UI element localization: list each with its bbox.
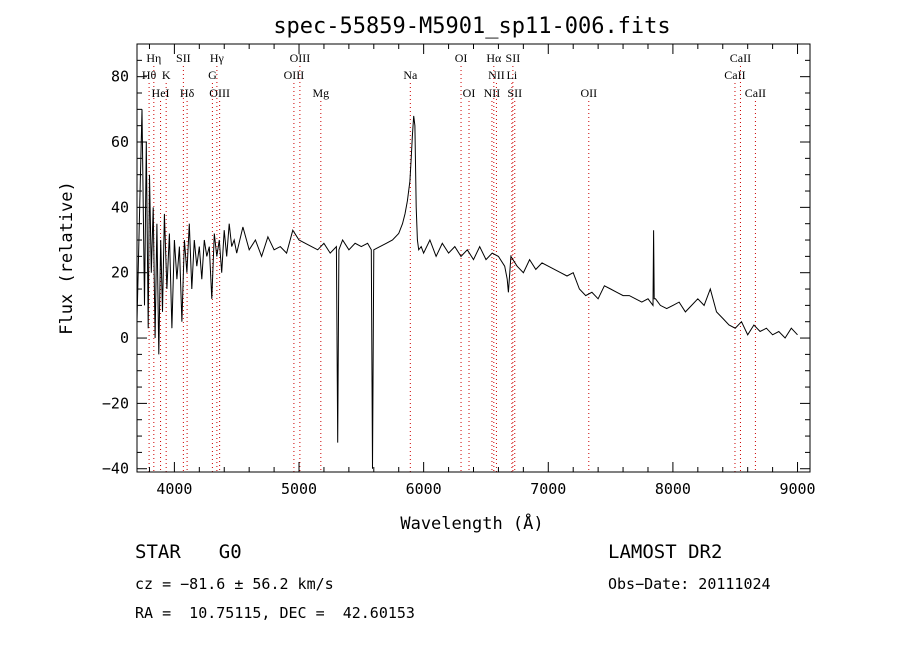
spectrum-line-0 xyxy=(136,109,798,469)
marker-label-15: Hα xyxy=(486,51,502,65)
marker-label-18: Li xyxy=(507,68,518,82)
y-tick-label-5: 60 xyxy=(111,133,129,151)
marker-label-4: SII xyxy=(176,51,191,65)
x-tick-label-5: 9000 xyxy=(779,480,815,498)
x-axis: 4000 5000 6000 7000 8000 9000 xyxy=(148,44,816,498)
marker-label-5: Hδ xyxy=(180,86,195,100)
y-tick-label-1: −20 xyxy=(102,394,129,412)
x-axis-label: Wavelength (Å) xyxy=(400,512,543,534)
y-tick-label-3: 20 xyxy=(111,264,129,282)
marker-label-23: CaII xyxy=(724,68,745,82)
marker-label-17: NII xyxy=(488,68,505,82)
marker-label-11: Mg xyxy=(312,86,329,100)
marker-label-8: OIII xyxy=(209,86,230,100)
marker-label-21: OII xyxy=(580,86,597,100)
marker-label-19: NII xyxy=(484,86,501,100)
x-tick-label-4: 8000 xyxy=(655,480,691,498)
y-axis-label: Flux (relative) xyxy=(57,181,77,335)
redshift-label: cz = −81.6 ± 56.2 km/s xyxy=(135,575,334,593)
y-tick-label-6: 80 xyxy=(111,68,129,86)
y-tick-label-4: 40 xyxy=(111,198,129,216)
chart-title: spec-55859-M5901_sp11-006.fits xyxy=(273,14,670,39)
marker-label-14: OI xyxy=(463,86,476,100)
marker-label-1: Hθ xyxy=(142,68,157,82)
class-label: STAR xyxy=(135,541,181,563)
y-axis: −40 −20 0 20 40 60 80 xyxy=(102,43,810,478)
x-tick-label-0: 4000 xyxy=(156,480,192,498)
marker-label-24: CaII xyxy=(745,86,766,100)
object-class: STAR G0 xyxy=(135,541,242,563)
x-tick-label-3: 7000 xyxy=(530,480,566,498)
obs-date-label: Obs−Date: 20111024 xyxy=(608,575,771,593)
y-tick-label-2: 0 xyxy=(120,329,129,347)
x-tick-label-1: 5000 xyxy=(281,480,317,498)
line-markers: Hη Hθ K HeI SII Hδ Hγ G OIII OIII OIII Mg Na OI OI Hα SI… xyxy=(142,51,766,472)
marker-label-3: HeI xyxy=(152,86,170,100)
plot-frame xyxy=(136,43,811,473)
marker-label-13: OI xyxy=(455,51,468,65)
survey-label: LAMOST DR2 xyxy=(608,541,723,563)
marker-label-6: Hγ xyxy=(210,51,225,65)
marker-label-20: SII xyxy=(507,86,522,100)
subclass-label: G0 xyxy=(218,541,242,563)
marker-label-9: OIII xyxy=(290,51,311,65)
marker-label-22: CaII xyxy=(730,51,751,65)
marker-label-12: Na xyxy=(403,68,418,82)
marker-label-2: K xyxy=(162,68,171,82)
spectrum-series xyxy=(136,109,798,469)
x-tick-label-2: 6000 xyxy=(406,480,442,498)
marker-label-10: OIII xyxy=(284,68,305,82)
coords-label: RA = 10.75115, DEC = 42.60153 xyxy=(135,604,415,622)
y-tick-label-0: −40 xyxy=(102,460,129,478)
marker-label-16: SII xyxy=(506,51,521,65)
marker-label-7: G xyxy=(208,68,217,82)
marker-label-0: Hη xyxy=(146,51,161,65)
